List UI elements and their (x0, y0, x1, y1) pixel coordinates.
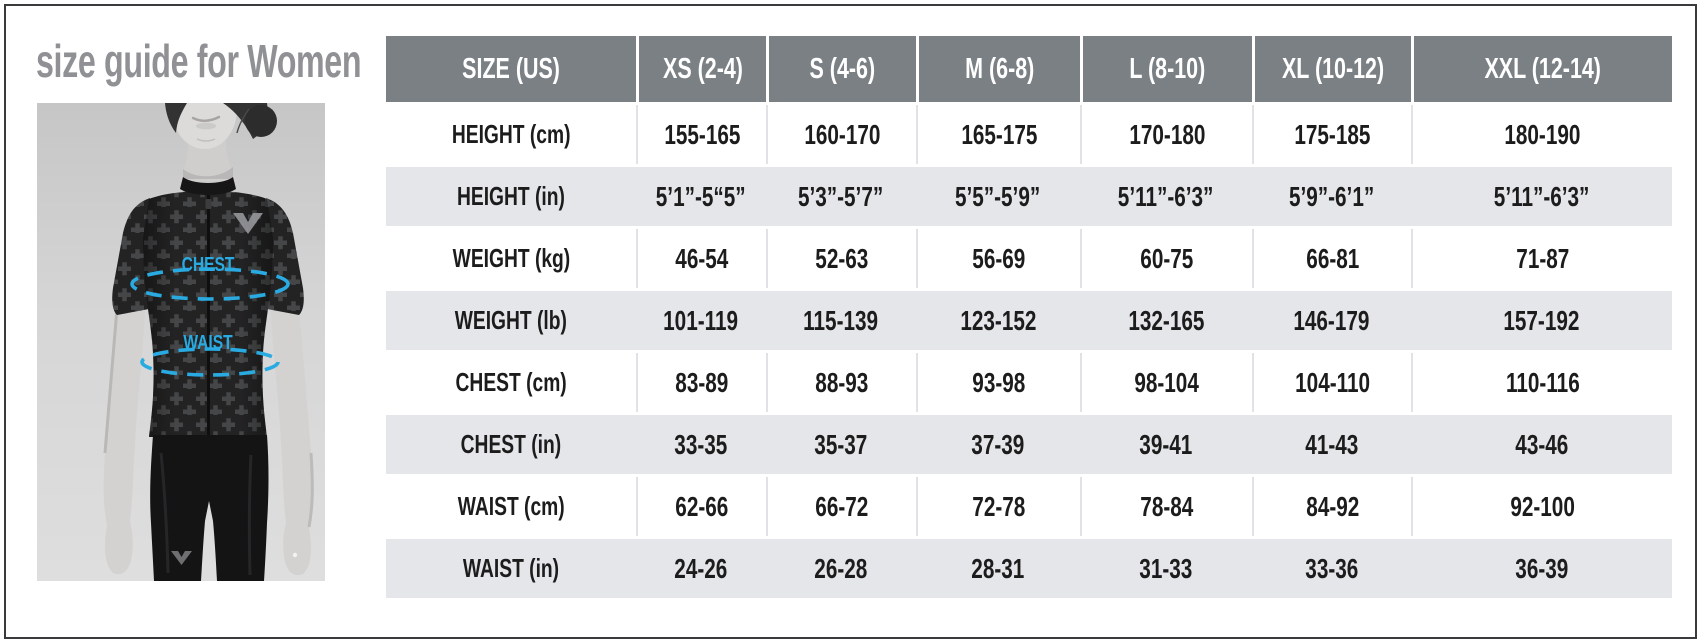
table-row-weight-kg: WEIGHT (kg) 46-54 52-63 56-69 60-75 66-8… (386, 229, 1672, 288)
shorts-logo-icon (171, 551, 192, 565)
model-photo: CHEST WAIST (37, 103, 325, 581)
table-row-height-cm: HEIGHT (cm) 155-165 160-170 165-175 170-… (386, 105, 1672, 164)
model-hair (165, 103, 277, 139)
size-value-cell: 37-39 (916, 415, 1080, 474)
size-value-cell: 146-179 (1252, 291, 1411, 350)
size-value-cell: 5’5”-5’9” (916, 167, 1080, 226)
column-header-xl: XL (10-12) (1252, 36, 1411, 102)
row-label: WEIGHT (kg) (386, 229, 636, 288)
table-header-row: SIZE (US) XS (2-4) S (4-6) M (6-8) L (8-… (386, 36, 1672, 102)
size-value-cell: 160-170 (766, 105, 916, 164)
page-title: size guide for Women (36, 35, 362, 87)
size-value-cell: 110-116 (1411, 353, 1672, 412)
size-value-cell: 31-33 (1080, 539, 1252, 598)
size-value-cell: 66-72 (766, 477, 916, 536)
size-value-cell: 72-78 (916, 477, 1080, 536)
size-value-cell: 5’11”-6’3” (1411, 167, 1672, 226)
size-value-cell: 155-165 (636, 105, 766, 164)
size-value-cell: 39-41 (1080, 415, 1252, 474)
size-value-cell: 46-54 (636, 229, 766, 288)
size-value-cell: 104-110 (1252, 353, 1411, 412)
jersey-logo-icon (233, 213, 263, 234)
row-label: WEIGHT (lb) (386, 291, 636, 350)
column-header-l: L (8-10) (1080, 36, 1252, 102)
waist-label: WAIST (183, 331, 232, 353)
size-value-cell: 26-28 (766, 539, 916, 598)
size-value-cell: 180-190 (1411, 105, 1672, 164)
size-value-cell: 175-185 (1252, 105, 1411, 164)
model-shorts (150, 435, 269, 581)
model-arms (103, 307, 314, 576)
column-header-size: SIZE (US) (386, 36, 636, 102)
size-value-cell: 132-165 (1080, 291, 1252, 350)
size-value-cell: 115-139 (766, 291, 916, 350)
size-value-cell: 165-175 (916, 105, 1080, 164)
size-value-cell: 24-26 (636, 539, 766, 598)
size-value-cell: 33-36 (1252, 539, 1411, 598)
table-row-waist-cm: WAIST (cm) 62-66 66-72 72-78 78-84 84-92… (386, 477, 1672, 536)
model-photo-illustration: CHEST WAIST (37, 103, 325, 581)
size-value-cell: 101-119 (636, 291, 766, 350)
size-value-cell: 84-92 (1252, 477, 1411, 536)
size-value-cell: 98-104 (1080, 353, 1252, 412)
size-value-cell: 66-81 (1252, 229, 1411, 288)
chest-measurement: CHEST (130, 253, 290, 301)
size-value-cell: 123-152 (916, 291, 1080, 350)
size-value-cell: 5’9”-6’1” (1252, 167, 1411, 226)
chest-label: CHEST (182, 253, 235, 275)
row-label: HEIGHT (in) (386, 167, 636, 226)
size-value-cell: 41-43 (1252, 415, 1411, 474)
row-label: HEIGHT (cm) (386, 105, 636, 164)
row-label: WAIST (cm) (386, 477, 636, 536)
waist-measurement: WAIST (140, 331, 280, 377)
row-label: CHEST (cm) (386, 353, 636, 412)
size-table: SIZE (US) XS (2-4) S (4-6) M (6-8) L (8-… (386, 36, 1672, 601)
waist-ellipse (140, 347, 280, 377)
size-value-cell: 78-84 (1080, 477, 1252, 536)
size-value-cell: 71-87 (1411, 229, 1672, 288)
size-value-cell: 93-98 (916, 353, 1080, 412)
size-value-cell: 33-35 (636, 415, 766, 474)
size-value-cell: 36-39 (1411, 539, 1672, 598)
row-label: WAIST (in) (386, 539, 636, 598)
size-value-cell: 88-93 (766, 353, 916, 412)
table-row-waist-in: WAIST (in) 24-26 26-28 28-31 31-33 33-36… (386, 539, 1672, 598)
size-value-cell: 60-75 (1080, 229, 1252, 288)
size-value-cell: 5’3”-5’7” (766, 167, 916, 226)
row-label: CHEST (in) (386, 415, 636, 474)
size-value-cell: 28-31 (916, 539, 1080, 598)
table-row-height-in: HEIGHT (in) 5’1”-5“5” 5’3”-5’7” 5’5”-5’9… (386, 167, 1672, 226)
column-header-m: M (6-8) (916, 36, 1080, 102)
column-header-s: S (4-6) (766, 36, 916, 102)
size-value-cell: 35-37 (766, 415, 916, 474)
size-value-cell: 62-66 (636, 477, 766, 536)
size-value-cell: 170-180 (1080, 105, 1252, 164)
model-jersey (112, 177, 304, 437)
size-value-cell: 5’1”-5“5” (636, 167, 766, 226)
size-value-cell: 52-63 (766, 229, 916, 288)
size-value-cell: 5’11”-6’3” (1080, 167, 1252, 226)
size-value-cell: 43-46 (1411, 415, 1672, 474)
column-header-xxl: XXL (12-14) (1411, 36, 1672, 102)
table-row-weight-lb: WEIGHT (lb) 101-119 115-139 123-152 132-… (386, 291, 1672, 350)
table-row-chest-cm: CHEST (cm) 83-89 88-93 93-98 98-104 104-… (386, 353, 1672, 412)
chest-ellipse (130, 267, 290, 301)
size-value-cell: 92-100 (1411, 477, 1672, 536)
model-face (167, 103, 237, 181)
column-header-xs: XS (2-4) (636, 36, 766, 102)
size-value-cell: 157-192 (1411, 291, 1672, 350)
table-row-chest-in: CHEST (in) 33-35 35-37 37-39 39-41 41-43… (386, 415, 1672, 474)
size-value-cell: 83-89 (636, 353, 766, 412)
size-value-cell: 56-69 (916, 229, 1080, 288)
